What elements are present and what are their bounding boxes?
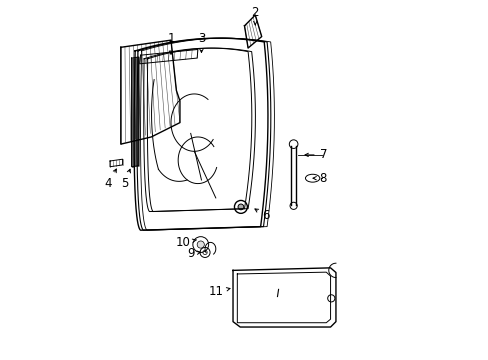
Text: 8: 8: [312, 172, 326, 185]
Text: 11: 11: [208, 285, 229, 298]
Text: 7: 7: [305, 148, 326, 161]
Text: 2: 2: [251, 6, 259, 25]
Text: 9: 9: [186, 247, 200, 260]
Text: 3: 3: [197, 32, 205, 53]
Circle shape: [197, 241, 204, 248]
Text: 4: 4: [104, 169, 116, 190]
Text: 5: 5: [121, 169, 130, 190]
Text: 10: 10: [176, 236, 196, 249]
Text: 6: 6: [254, 209, 269, 222]
Circle shape: [238, 204, 244, 210]
Text: 1: 1: [167, 32, 174, 54]
